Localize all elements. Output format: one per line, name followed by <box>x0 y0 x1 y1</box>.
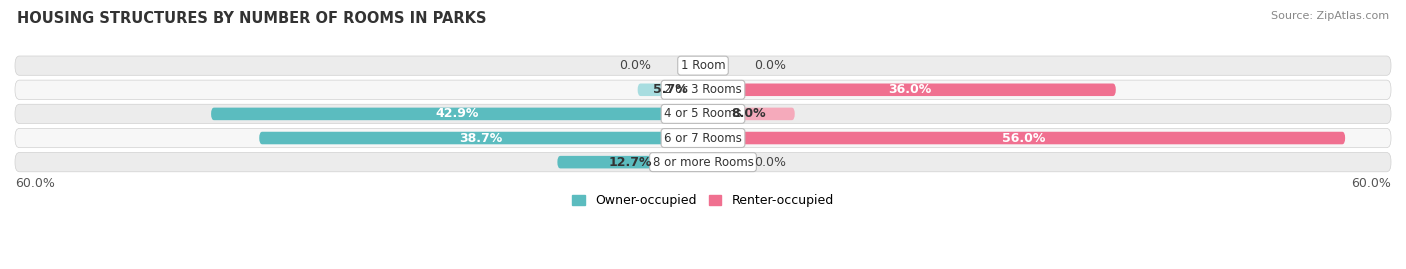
Text: 4 or 5 Rooms: 4 or 5 Rooms <box>664 107 742 121</box>
Text: HOUSING STRUCTURES BY NUMBER OF ROOMS IN PARKS: HOUSING STRUCTURES BY NUMBER OF ROOMS IN… <box>17 11 486 26</box>
FancyBboxPatch shape <box>638 83 703 96</box>
Text: 1 Room: 1 Room <box>681 59 725 72</box>
Text: 60.0%: 60.0% <box>1351 177 1391 190</box>
Text: 0.0%: 0.0% <box>755 156 786 169</box>
Text: 2 or 3 Rooms: 2 or 3 Rooms <box>664 83 742 96</box>
Text: 42.9%: 42.9% <box>436 107 478 121</box>
FancyBboxPatch shape <box>557 156 703 168</box>
FancyBboxPatch shape <box>211 108 703 120</box>
Text: 38.7%: 38.7% <box>460 132 503 144</box>
FancyBboxPatch shape <box>703 132 1346 144</box>
Text: 5.7%: 5.7% <box>652 83 688 96</box>
Text: 6 or 7 Rooms: 6 or 7 Rooms <box>664 132 742 144</box>
Text: 60.0%: 60.0% <box>15 177 55 190</box>
Text: Source: ZipAtlas.com: Source: ZipAtlas.com <box>1271 11 1389 21</box>
Text: 8.0%: 8.0% <box>731 107 766 121</box>
FancyBboxPatch shape <box>703 108 794 120</box>
FancyBboxPatch shape <box>15 56 1391 75</box>
FancyBboxPatch shape <box>259 132 703 144</box>
Legend: Owner-occupied, Renter-occupied: Owner-occupied, Renter-occupied <box>568 189 838 213</box>
FancyBboxPatch shape <box>15 128 1391 148</box>
Text: 36.0%: 36.0% <box>887 83 931 96</box>
Text: 8 or more Rooms: 8 or more Rooms <box>652 156 754 169</box>
FancyBboxPatch shape <box>15 80 1391 100</box>
Text: 12.7%: 12.7% <box>609 156 652 169</box>
Text: 0.0%: 0.0% <box>620 59 651 72</box>
FancyBboxPatch shape <box>703 83 1116 96</box>
Text: 0.0%: 0.0% <box>755 59 786 72</box>
Text: 56.0%: 56.0% <box>1002 132 1046 144</box>
FancyBboxPatch shape <box>15 153 1391 172</box>
FancyBboxPatch shape <box>15 104 1391 123</box>
